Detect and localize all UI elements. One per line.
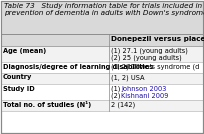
Text: Diagnosis/degree of learning disabilities: Diagnosis/degree of learning disabilitie… <box>3 64 153 70</box>
FancyBboxPatch shape <box>1 1 203 34</box>
Text: (2): (2) <box>111 93 123 99</box>
Text: Total no. of studies (N¹): Total no. of studies (N¹) <box>3 101 91 109</box>
FancyBboxPatch shape <box>109 46 204 62</box>
Text: Kishnani 2009: Kishnani 2009 <box>121 93 169 99</box>
FancyBboxPatch shape <box>1 100 109 111</box>
Text: Country: Country <box>3 75 32 81</box>
FancyBboxPatch shape <box>109 34 204 46</box>
FancyBboxPatch shape <box>109 84 204 100</box>
Text: Table 73   Study information table for trials included in the a
prevention of de: Table 73 Study information table for tri… <box>4 3 204 16</box>
FancyBboxPatch shape <box>109 100 204 111</box>
FancyBboxPatch shape <box>1 84 109 100</box>
Text: (2) 25 (young adults): (2) 25 (young adults) <box>111 55 182 61</box>
FancyBboxPatch shape <box>1 62 109 73</box>
Text: (1, 2) Down's syndrome (d: (1, 2) Down's syndrome (d <box>111 64 199 70</box>
Text: 2 (142): 2 (142) <box>111 101 135 108</box>
Text: (1) 27.1 (young adults): (1) 27.1 (young adults) <box>111 47 188 54</box>
Text: Donepezil versus placebo: Donepezil versus placebo <box>111 36 204 42</box>
Text: Johnson 2003: Johnson 2003 <box>121 85 167 92</box>
Text: Study ID: Study ID <box>3 85 35 92</box>
FancyBboxPatch shape <box>1 73 109 84</box>
Text: (1, 2) USA: (1, 2) USA <box>111 75 144 81</box>
FancyBboxPatch shape <box>1 46 109 62</box>
FancyBboxPatch shape <box>109 62 204 73</box>
FancyBboxPatch shape <box>109 73 204 84</box>
FancyBboxPatch shape <box>1 34 109 46</box>
Text: (1): (1) <box>111 85 122 92</box>
FancyBboxPatch shape <box>1 1 203 133</box>
Text: Age (mean): Age (mean) <box>3 47 46 53</box>
